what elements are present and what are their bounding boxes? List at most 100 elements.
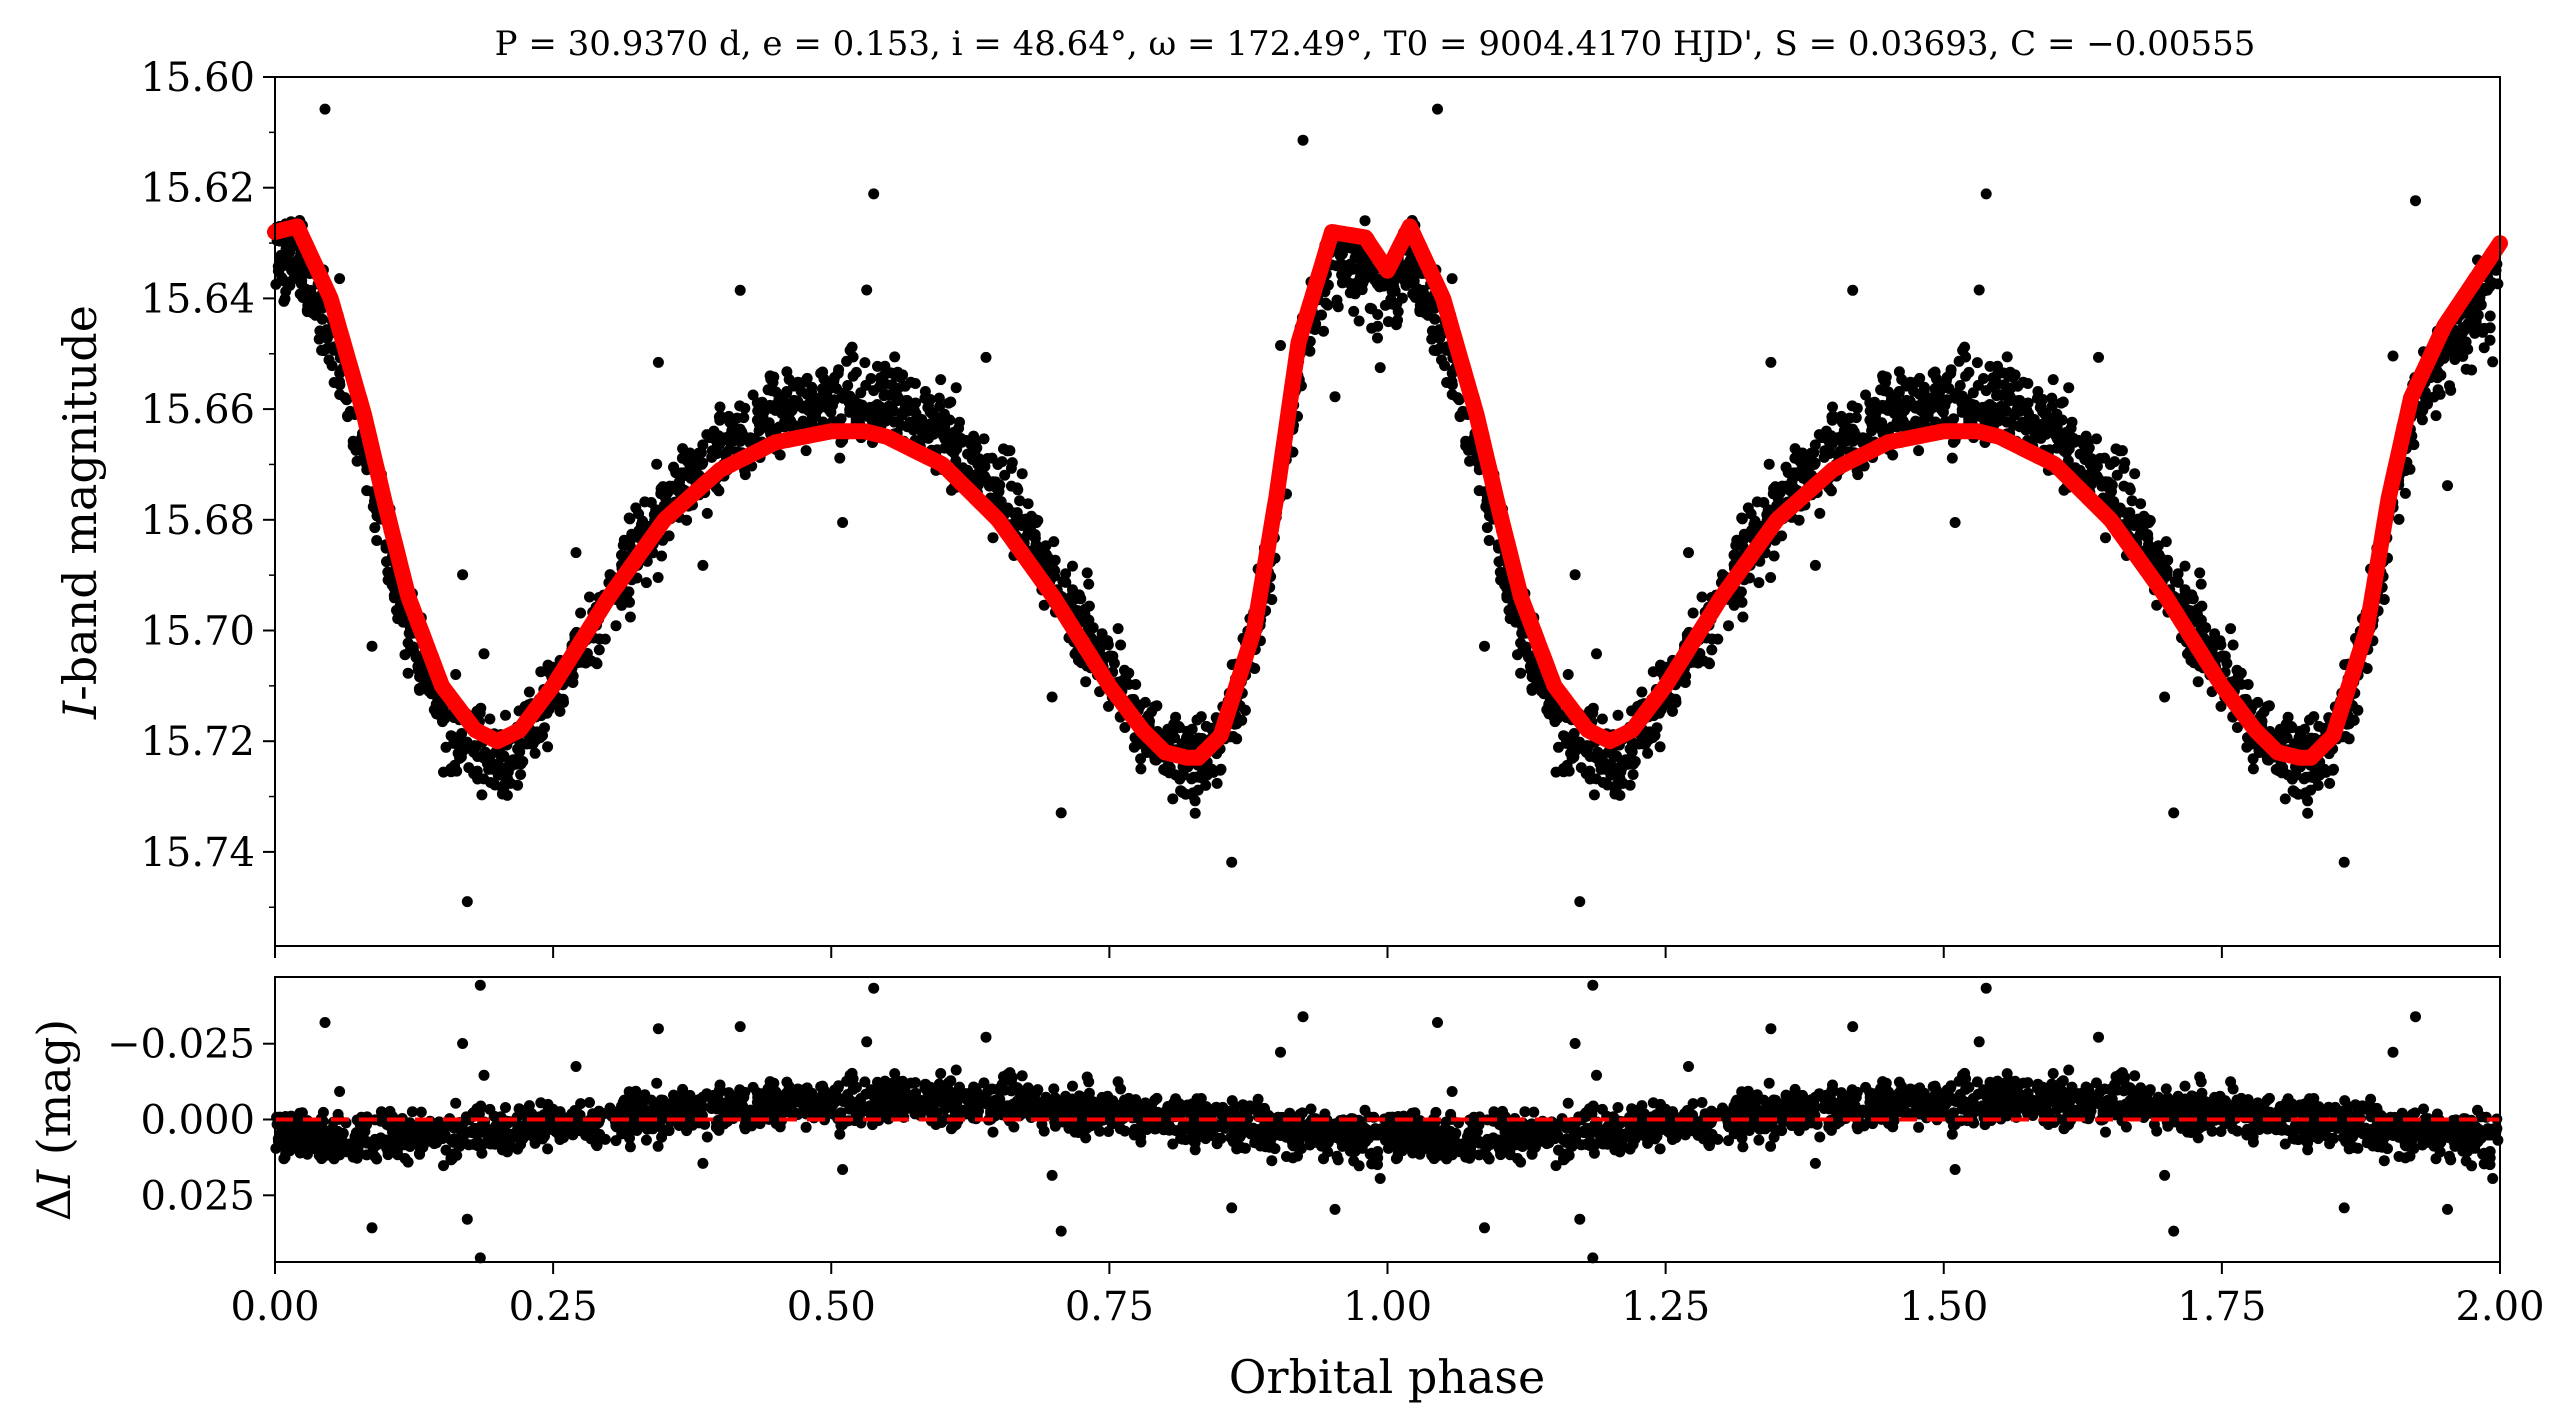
observation-point [1943,383,1955,394]
top-panel-frame [274,76,2501,947]
observation-point [1186,723,1198,735]
observation-point [2410,195,2421,207]
observation-point [319,103,331,115]
residual-point [2151,1125,2163,1137]
observation-point [713,485,725,497]
residual-point [2378,1155,2390,1167]
observation-point [956,436,968,448]
observation-point [1049,565,1061,577]
observation-point [1867,422,1879,434]
observation-point [2298,773,2310,785]
observation-point [901,405,913,417]
observation-point [1043,552,1054,564]
observation-point [624,596,635,608]
observation-point [697,439,709,451]
residual-point [1266,1155,1278,1167]
observation-point [2179,560,2191,572]
observation-point [2219,650,2231,662]
observation-point [630,502,642,514]
observation-point [304,292,316,304]
observation-point [996,456,1008,468]
observation-point [1397,268,1409,280]
observation-point [2022,378,2034,389]
observation-point [1717,569,1728,581]
observation-point [1562,669,1574,680]
observation-point [941,434,953,446]
observation-point [2012,380,2024,392]
observation-point [1426,325,1438,337]
observation-point [879,360,891,372]
observation-point [865,373,877,384]
observation-point [1130,679,1142,690]
observation-point [999,469,1011,481]
observation-point [2151,599,2163,611]
observation-point [499,778,511,790]
observation-point [2155,552,2167,564]
observation-point [635,519,647,531]
observation-point [2000,405,2012,417]
observation-point [454,752,466,764]
residual-point [1305,1103,1317,1115]
observation-point [2142,532,2154,544]
observation-point [2108,496,2120,508]
observation-point [461,896,473,908]
observation-point [2109,456,2121,468]
observation-point [900,395,911,407]
observation-point [2247,753,2259,765]
observation-point [1414,306,1426,318]
observation-point [1388,299,1400,311]
observation-point [933,392,945,404]
observation-point [2195,614,2207,626]
observation-point [1316,309,1327,321]
observation-point [1961,398,1973,410]
observation-point [2393,513,2405,525]
observation-point [1973,284,1985,296]
observation-point [1357,277,1369,289]
observation-point [1765,572,1777,583]
observation-point [2302,807,2314,819]
observation-point [1633,738,1645,750]
observation-point [542,741,554,753]
observation-point [1346,242,1358,254]
observation-point [1186,773,1198,785]
observation-point [792,395,804,407]
observation-point [1107,650,1119,662]
top-y-axis-label: I-band magnitude [53,305,107,720]
observation-point [520,738,532,750]
y-tick-label: 15.70 [140,609,255,655]
observation-point [1030,517,1042,529]
observation-point [294,288,306,300]
observation-point [382,574,394,586]
observation-point [1170,769,1181,781]
observation-point [1464,455,1476,467]
observation-point [2063,382,2075,394]
observation-point [1847,423,1859,435]
observation-point [2046,400,2058,412]
observation-point [1416,292,1428,304]
residual-point [2047,1068,2059,1079]
observation-point [2469,320,2481,332]
observation-point [1706,644,1718,656]
residual-point [461,1213,473,1225]
observation-point [2114,445,2126,457]
observation-point [1119,722,1131,733]
observation-point [316,313,328,325]
residual-point [734,1021,746,1033]
observation-point [1679,677,1691,688]
observation-point [1753,577,1765,589]
residual-point [697,1157,709,1169]
observation-point [868,188,880,200]
observation-point [1590,773,1602,785]
observation-point [978,433,990,445]
observation-point [369,522,381,534]
observation-point [1169,721,1181,733]
observation-point [1647,729,1659,741]
observation-point [478,773,490,785]
observation-point [1891,416,1903,428]
observation-point [774,449,786,461]
observation-point [1887,449,1899,461]
observation-point [1151,700,1163,712]
observation-point [2001,351,2013,363]
observation-point [529,747,541,759]
